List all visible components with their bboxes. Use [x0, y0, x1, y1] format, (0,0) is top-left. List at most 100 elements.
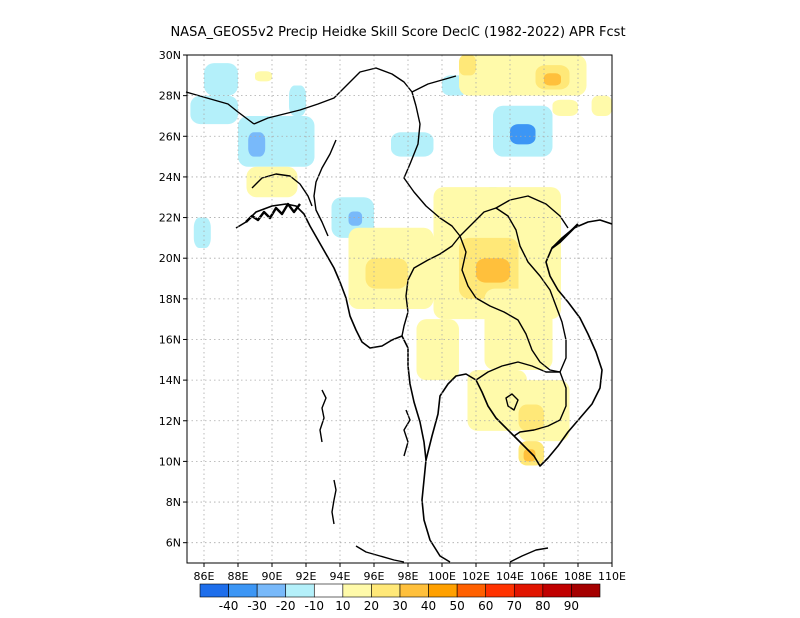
legend-label: 30 — [392, 599, 407, 613]
lon-tick-label: 102E — [462, 570, 490, 583]
lat-tick-label: 8N — [166, 496, 181, 509]
lat-tick-label: 18N — [159, 293, 181, 306]
map-plot-area: 6N 8N 10N 12N 14N 16N 18N 20N 22N 24N 26N 28N 30N 86… — [159, 49, 626, 583]
myeik-islands — [403, 409, 411, 457]
lat-tick-label: 26N — [159, 130, 181, 143]
lon-tick-label: 94E — [330, 570, 351, 583]
legend-swatch — [371, 583, 401, 598]
skill-patch — [544, 73, 561, 86]
skill-patch — [255, 71, 272, 82]
skill-patch — [523, 449, 536, 462]
skill-patch — [591, 95, 612, 116]
border-bangladesh — [251, 173, 313, 207]
legend-label: 10 — [335, 599, 350, 613]
lat-tick-label: 22N — [159, 212, 181, 225]
lon-tick-label: 88E — [228, 570, 249, 583]
legend-swatch — [399, 583, 429, 598]
legend-swatch — [313, 583, 344, 598]
legend-label: -20 — [276, 599, 296, 613]
legend-label: 40 — [421, 599, 436, 613]
border-vietnam-china — [495, 195, 569, 229]
border-india-myanmar — [313, 139, 337, 237]
legend-swatch — [428, 583, 458, 598]
legend-swatch — [285, 583, 315, 598]
coastline-east — [513, 219, 613, 467]
lat-tick-label: 20N — [159, 252, 181, 265]
nicobar-islands — [331, 479, 337, 525]
lat-lon-grid — [187, 55, 612, 563]
skill-patch — [365, 258, 408, 289]
lon-tick-label: 98E — [398, 570, 419, 583]
lat-tick-label: 6N — [166, 537, 181, 550]
skill-patch — [348, 211, 363, 226]
latitude-labels: 6N 8N 10N 12N 14N 16N 18N 20N 22N 24N 26N 28N 30N — [159, 49, 187, 550]
border-cambodia — [475, 361, 567, 437]
color-legend: -40 -30 -20 -10 10 20 30 40 50 60 70 80 90 — [199, 583, 601, 613]
legend-label: 90 — [564, 599, 579, 613]
skill-patch — [552, 99, 578, 116]
skill-patch — [248, 132, 266, 157]
coastline-west — [235, 203, 451, 563]
lon-tick-label: 92E — [296, 570, 317, 583]
skill-patch — [204, 63, 238, 96]
legend-swatch — [456, 583, 487, 598]
lat-tick-label: 28N — [159, 90, 181, 103]
legend-label: -30 — [247, 599, 267, 613]
island-phu-quoc — [505, 393, 519, 411]
legend-swatch — [256, 583, 287, 598]
lon-tick-label: 100E — [428, 570, 456, 583]
border-myanmar-china — [403, 105, 461, 237]
coastline-borders — [235, 202, 613, 563]
lon-tick-label: 86E — [194, 570, 215, 583]
border-myanmar-thailand — [401, 235, 461, 337]
lat-tick-label: 12N — [159, 415, 181, 428]
country-borders — [185, 67, 569, 437]
tonkin-coast — [551, 223, 579, 249]
legend-swatch — [228, 583, 258, 598]
lon-tick-label: 110E — [598, 570, 626, 583]
gulf-of-thailand-coast — [425, 373, 515, 461]
border-laos — [459, 207, 567, 373]
skill-patch — [467, 369, 527, 431]
south-coast-east — [509, 547, 549, 563]
legend-label: 50 — [450, 599, 465, 613]
legend-label: -10 — [304, 599, 324, 613]
skill-patch — [484, 288, 553, 370]
south-coast — [355, 545, 405, 563]
legend-swatch — [513, 583, 544, 598]
skill-patch — [476, 258, 510, 283]
lon-tick-label: 104E — [496, 570, 524, 583]
legend-label: 60 — [478, 599, 493, 613]
skill-patch — [518, 404, 544, 431]
legend-swatch — [571, 583, 601, 598]
legend-label: -40 — [219, 599, 239, 613]
skill-shading — [190, 55, 612, 466]
lon-tick-label: 108E — [564, 570, 592, 583]
lat-tick-label: 24N — [159, 171, 181, 184]
skill-patch — [416, 319, 459, 381]
lon-tick-label: 106E — [530, 570, 558, 583]
longitude-labels: 86E 88E 90E 92E 94E 96E 98E 100E 102E 104E 106E 108… — [194, 563, 626, 583]
legend-swatch — [485, 583, 515, 598]
legend-swatch — [199, 583, 229, 598]
border-nepal — [185, 91, 255, 125]
skill-patch — [289, 85, 306, 116]
legend-label: 80 — [535, 599, 550, 613]
legend-label: 20 — [364, 599, 379, 613]
map-frame — [186, 54, 613, 564]
andaman-islands — [319, 389, 327, 443]
legend-swatch — [342, 583, 372, 598]
lat-tick-label: 10N — [159, 455, 181, 468]
skill-patch — [510, 124, 536, 145]
lon-tick-label: 90E — [262, 570, 283, 583]
skill-patch — [459, 55, 476, 76]
skill-patch — [193, 217, 211, 249]
lon-tick-label: 96E — [364, 570, 385, 583]
skill-patch — [391, 132, 434, 157]
border-china-north — [411, 75, 457, 93]
bengal-delta — [245, 202, 301, 223]
legend-swatch — [542, 583, 572, 598]
lat-tick-label: 14N — [159, 374, 181, 387]
legend-label: 70 — [507, 599, 522, 613]
